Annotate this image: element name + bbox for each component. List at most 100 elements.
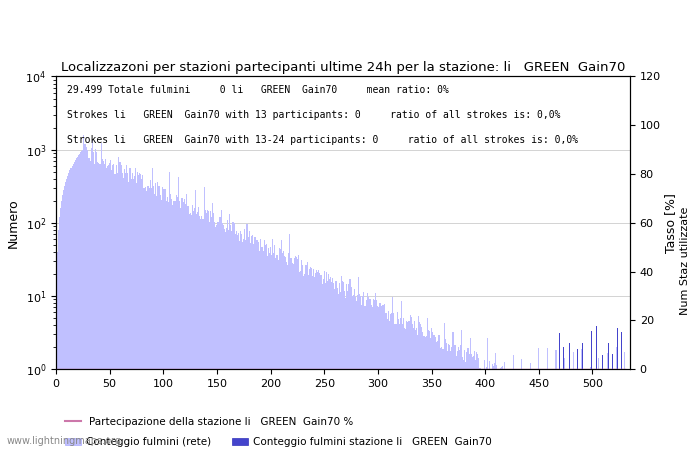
Bar xyxy=(332,278,333,450)
Bar xyxy=(606,369,607,450)
Bar xyxy=(75,160,76,450)
Bar xyxy=(250,243,251,450)
Bar xyxy=(128,182,130,450)
Bar xyxy=(508,369,510,450)
Bar xyxy=(289,234,290,450)
Bar xyxy=(589,369,590,450)
Bar xyxy=(259,251,260,450)
Bar xyxy=(621,332,622,450)
Bar xyxy=(503,369,504,450)
Bar xyxy=(286,262,287,450)
Bar xyxy=(346,284,347,450)
Bar xyxy=(381,306,382,450)
Bar xyxy=(318,270,319,450)
Bar xyxy=(521,359,522,450)
Bar xyxy=(214,222,216,450)
Bar xyxy=(103,161,104,450)
Bar xyxy=(609,369,610,450)
Bar xyxy=(468,354,470,450)
Bar xyxy=(434,335,435,450)
Bar xyxy=(293,258,295,450)
Bar xyxy=(180,208,181,450)
Bar xyxy=(151,188,152,450)
Bar xyxy=(559,369,560,450)
Bar xyxy=(587,369,589,450)
Bar xyxy=(206,210,208,450)
Bar xyxy=(502,365,503,450)
Bar xyxy=(581,350,582,450)
Bar xyxy=(363,292,365,450)
Bar xyxy=(158,185,160,450)
Bar xyxy=(111,170,112,450)
Bar xyxy=(160,200,162,450)
Bar xyxy=(429,331,430,450)
Bar xyxy=(301,260,302,450)
Bar xyxy=(83,135,85,450)
Bar xyxy=(551,369,552,450)
Bar xyxy=(552,369,553,450)
Bar xyxy=(281,240,282,450)
Bar xyxy=(591,331,592,450)
Bar xyxy=(240,231,241,450)
Bar xyxy=(136,183,137,450)
Bar xyxy=(133,179,134,450)
Bar xyxy=(442,349,443,450)
Bar xyxy=(360,296,361,450)
Bar xyxy=(561,369,562,450)
Bar xyxy=(490,369,491,450)
Bar xyxy=(464,351,466,450)
Bar xyxy=(514,369,516,450)
Bar xyxy=(619,369,620,450)
Bar xyxy=(131,179,132,450)
Bar xyxy=(59,217,60,450)
Bar xyxy=(226,228,227,450)
Y-axis label: Tasso [%]: Tasso [%] xyxy=(664,193,677,253)
Bar xyxy=(546,369,547,450)
Bar xyxy=(510,369,512,450)
Bar xyxy=(110,160,111,450)
Bar xyxy=(528,369,530,450)
Bar xyxy=(577,369,578,450)
Bar xyxy=(570,369,571,450)
Bar xyxy=(272,239,273,450)
Bar xyxy=(373,299,374,450)
Bar xyxy=(96,152,97,450)
Bar xyxy=(239,241,240,450)
Bar xyxy=(575,369,576,450)
Bar xyxy=(486,338,488,450)
Bar xyxy=(354,288,355,450)
Bar xyxy=(124,169,125,450)
Bar xyxy=(389,321,390,450)
Bar xyxy=(317,272,318,450)
Bar xyxy=(397,312,398,450)
Bar xyxy=(361,305,363,450)
Bar xyxy=(568,369,569,450)
Bar xyxy=(482,369,484,450)
Bar xyxy=(178,201,180,450)
Bar xyxy=(144,188,146,450)
Bar xyxy=(526,369,528,450)
Bar xyxy=(404,328,405,450)
Bar xyxy=(326,272,327,450)
Bar xyxy=(264,240,265,450)
Bar xyxy=(496,365,498,450)
Bar xyxy=(341,276,342,450)
Bar xyxy=(138,175,139,450)
Bar xyxy=(414,321,415,450)
Bar xyxy=(104,164,105,450)
Bar xyxy=(248,231,250,450)
Bar xyxy=(167,197,168,450)
Bar xyxy=(562,369,563,450)
Bar xyxy=(140,174,141,450)
Bar xyxy=(296,257,297,450)
Bar xyxy=(164,189,165,450)
Bar xyxy=(440,347,442,450)
Bar xyxy=(478,358,480,450)
Bar xyxy=(388,311,389,450)
Bar xyxy=(492,364,493,450)
Bar xyxy=(209,222,210,450)
Bar xyxy=(554,369,555,450)
Bar xyxy=(433,335,434,450)
Text: www.lightningmaps.org: www.lightningmaps.org xyxy=(7,436,122,446)
Bar xyxy=(488,369,489,450)
